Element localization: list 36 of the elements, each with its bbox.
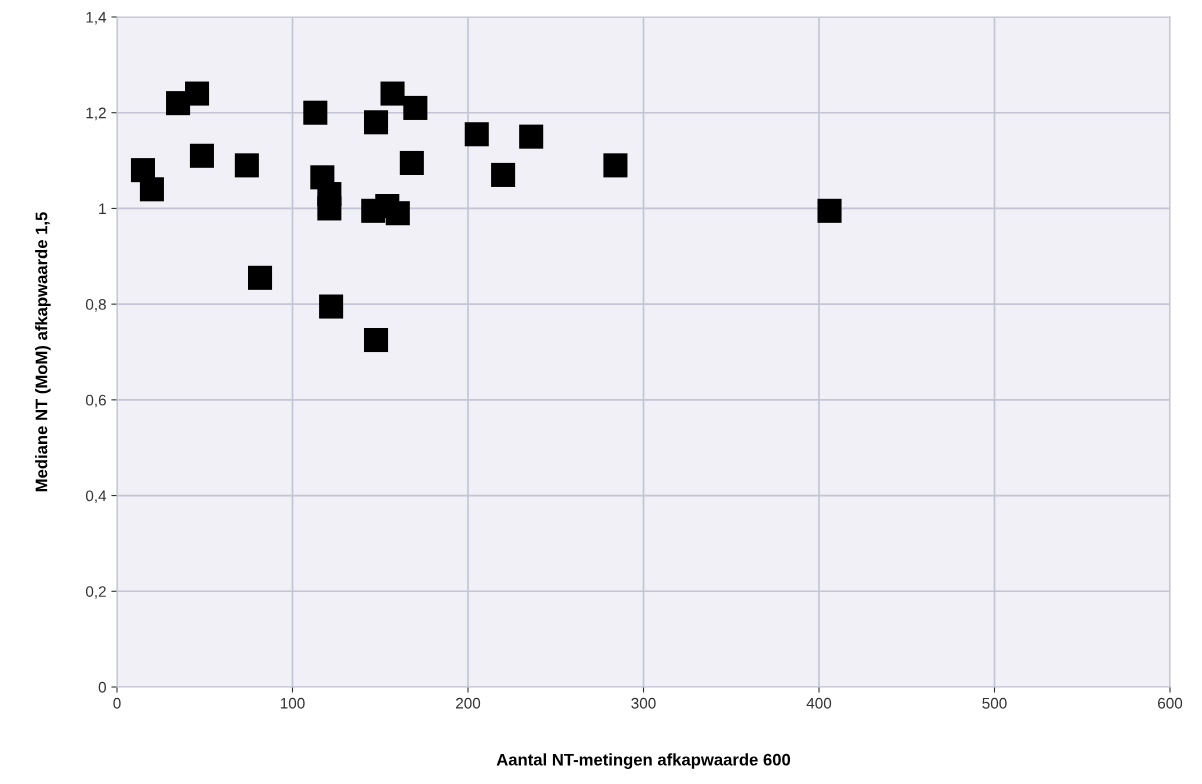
point [385,201,410,226]
point [317,196,342,221]
point [364,110,389,135]
x-tick-label: 500 [982,697,1007,709]
x-tick-label: 200 [456,697,481,709]
x-axis-title: Aantal NT-metingen afkapwaarde 600 [496,753,791,769]
x-tick-label: 100 [280,697,305,709]
y-tick-label: 1,4 [86,12,107,25]
point [403,95,428,120]
y-tick-label: 1,2 [86,107,106,121]
point [603,153,628,178]
y-tick-label: 0 [98,681,106,693]
point [464,122,489,147]
point [817,198,842,223]
point [519,124,544,149]
y-tick-label: 0,6 [85,394,106,408]
point [234,153,259,178]
point [189,143,214,168]
point [248,265,273,290]
y-tick-label: 0,4 [85,490,107,504]
x-tick-label: 300 [631,697,656,709]
y-tick-label: 0,2 [85,586,106,599]
point [491,162,516,187]
y-tick-label: 0,8 [85,299,106,312]
x-tick-label: 600 [1158,697,1183,709]
point [380,81,405,106]
y-axis-title: Mediane NT (MoM) afkapwaarde 1,5 [35,212,51,492]
point [185,81,210,106]
x-tick-label: 400 [806,697,832,709]
y-tick-label: 1 [99,203,106,214]
x-tick-label: 0 [113,697,121,709]
point [399,150,424,175]
point [319,294,344,319]
point [364,328,389,353]
point [139,177,164,202]
point [303,100,328,125]
